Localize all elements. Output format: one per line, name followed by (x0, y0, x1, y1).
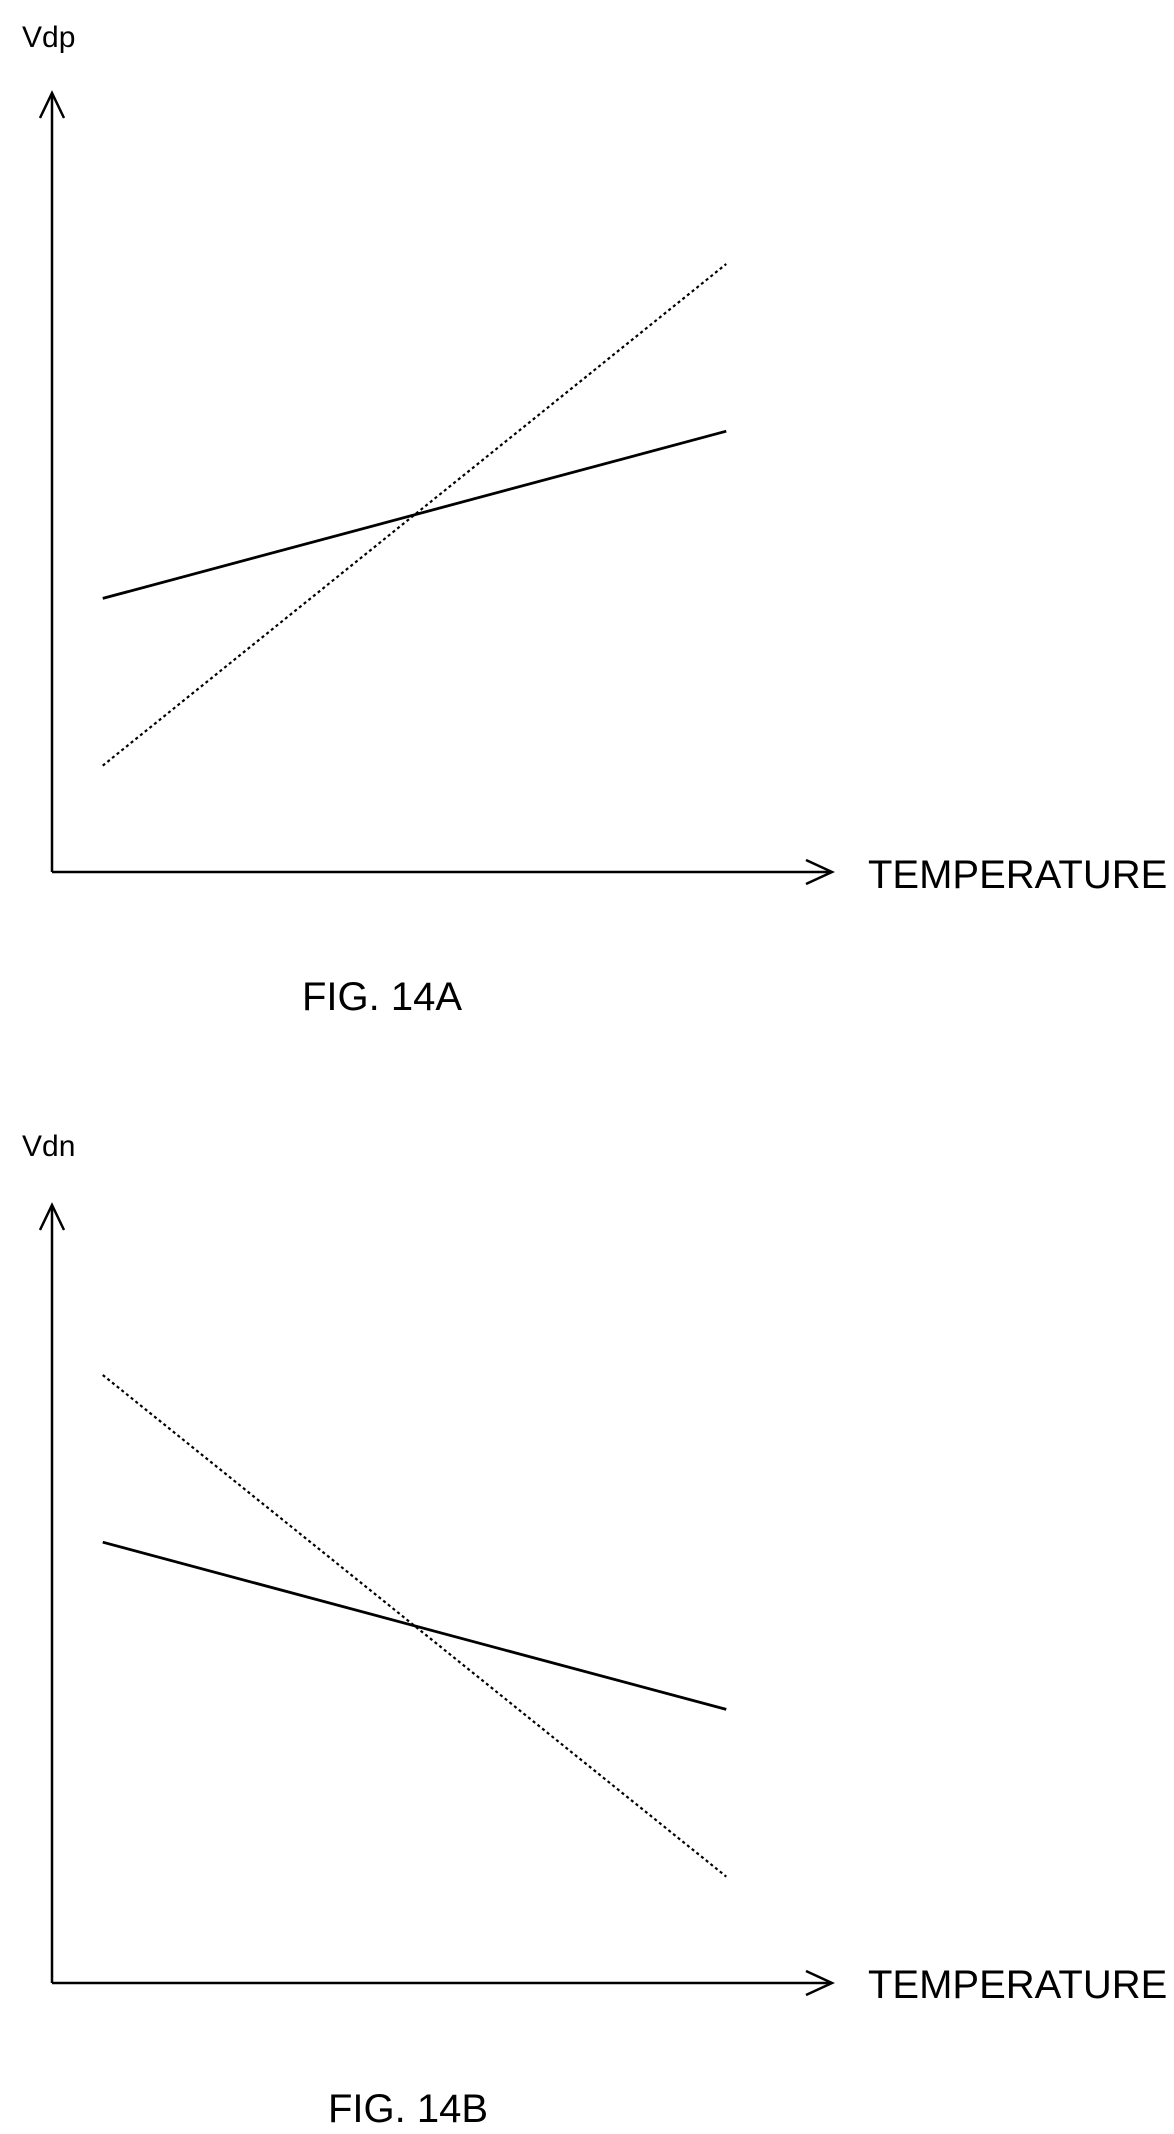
figure-caption: FIG. 14A (302, 975, 462, 1019)
solid-series-line (102, 429, 727, 600)
y-axis-label: Vdp (22, 21, 75, 54)
series-group (102, 1374, 727, 1878)
x-axis-arrow-icon (805, 1969, 835, 1997)
dotted-series-line (102, 1374, 727, 1878)
dotted-series-line (102, 263, 727, 767)
chart-14b: Vdn TEMPERATURE FIG. 14B (22, 1130, 1167, 2131)
x-axis-arrow-icon (805, 858, 835, 886)
x-axis-label: TEMPERATURE (868, 1963, 1167, 2007)
figure-14b: Vdn TEMPERATURE FIG. 14B (0, 1110, 1174, 2134)
figure-caption: FIG. 14B (328, 2087, 488, 2131)
chart-14a: Vdp TEMPERATURE FIG. 14A (22, 21, 1167, 1019)
series-group (102, 263, 727, 767)
solid-series-line (102, 1540, 727, 1711)
y-axis-arrow-icon (38, 1202, 66, 1231)
x-axis-label: TEMPERATURE (868, 853, 1167, 897)
y-axis-arrow-icon (38, 90, 66, 119)
y-axis-label: Vdn (22, 1130, 75, 1163)
figure-14a: Vdp TEMPERATURE FIG. 14A (0, 0, 1174, 1060)
